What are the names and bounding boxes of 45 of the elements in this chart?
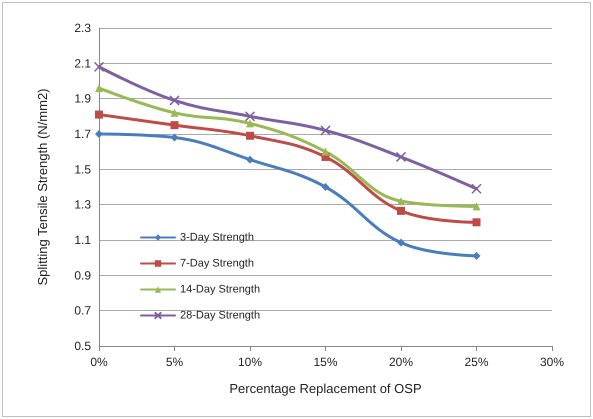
legend-label: 28-Day Strength	[180, 310, 260, 322]
y-tick-label: 0.5	[74, 339, 92, 353]
point	[397, 238, 405, 247]
point	[95, 110, 103, 119]
legend-label: 7-Day Strength	[180, 258, 254, 270]
x-axis-title: Percentage Replacement of OSP	[229, 381, 422, 396]
x-tick-label: 0%	[90, 355, 108, 369]
legend-label: 3-Day Strength	[180, 232, 254, 244]
point	[169, 95, 180, 106]
x-tick-label: 5%	[166, 355, 184, 369]
legend-label: 14-Day Strength	[180, 284, 260, 296]
y-tick-label: 2.3	[74, 21, 92, 35]
point	[472, 218, 480, 226]
point	[322, 148, 330, 156]
point	[94, 62, 104, 72]
x-tick-label: 15%	[313, 355, 338, 369]
point	[95, 84, 103, 92]
y-tick-label: 1.1	[74, 233, 92, 247]
point	[170, 108, 178, 117]
point	[246, 156, 254, 164]
point	[472, 202, 480, 210]
x-tick-label: 30%	[540, 355, 564, 369]
point	[397, 197, 405, 206]
y-tick-label: 2.1	[74, 56, 92, 70]
x-tick-label: 20%	[388, 355, 414, 369]
y-tick-label: 1.5	[74, 162, 92, 176]
x-tick-label: 25%	[464, 355, 489, 369]
y-tick-label: 0.9	[74, 268, 92, 282]
point	[472, 252, 480, 260]
point	[170, 121, 178, 130]
point	[246, 119, 254, 128]
point	[170, 134, 178, 142]
point	[397, 206, 405, 215]
x-tick-label: 10%	[238, 355, 262, 369]
y-tick-label: 1.7	[74, 127, 92, 141]
point	[396, 152, 406, 162]
point	[322, 183, 330, 191]
point	[320, 125, 331, 136]
point	[471, 184, 482, 194]
y-axis-title: Splitting Tensile Strength (N/mm2)	[35, 88, 50, 286]
y-tick-label: 1.3	[74, 198, 92, 212]
point	[246, 132, 254, 140]
point	[244, 111, 256, 122]
y-tick-label: 1.9	[74, 92, 92, 106]
y-tick-label: 0.7	[74, 304, 92, 318]
